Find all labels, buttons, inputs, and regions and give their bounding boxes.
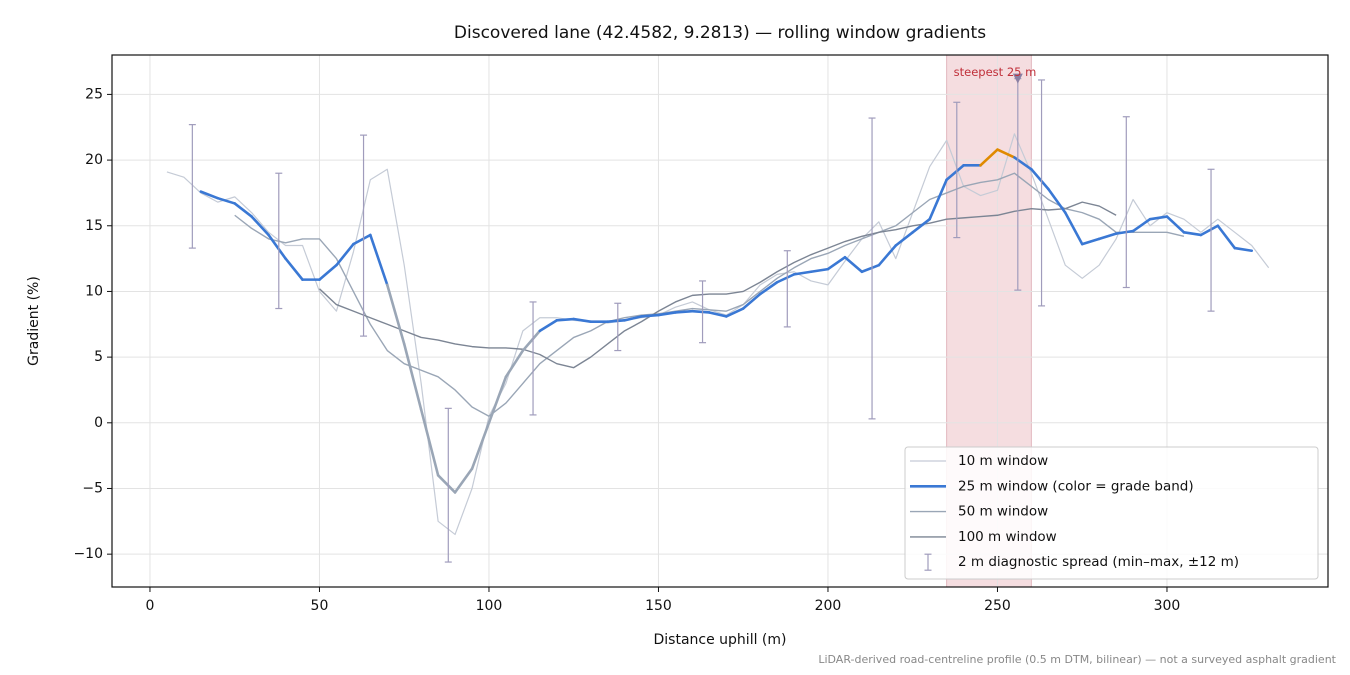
annotation: steepest 25 m [954,65,1037,79]
line-segment [521,329,542,352]
line-segment [843,255,864,274]
legend-label: 10 m window [958,453,1048,469]
line-segment [877,244,898,267]
line-segment [657,311,677,317]
line-segment [1182,231,1203,237]
steepest-marker [1012,73,1023,84]
legend-label: 100 m window [958,529,1057,545]
line-segment [487,375,508,425]
line-segment [1047,187,1067,214]
y-tick-label: 0 [94,415,103,431]
y-tick-label: 5 [94,349,103,365]
line-segment [640,313,660,318]
line-segment [199,190,220,200]
line-segment [1216,224,1237,250]
line-segment [1063,211,1084,246]
plot-frame [111,54,1329,588]
x-axis-label: Distance uphill (m) [654,632,787,648]
line-segment [758,280,779,296]
line-segment [1030,167,1050,191]
line-segment [1233,246,1254,253]
line-segment [911,217,931,234]
line-segment [504,349,525,379]
line-segment [470,421,491,471]
footnote: LiDAR-derived road-centreline profile (0… [818,653,1336,666]
line-segment [233,202,253,218]
line [318,201,1117,369]
line-segment [453,467,474,494]
line-segment [1165,215,1186,234]
y-tick-label: −5 [82,480,103,496]
line-segment [436,474,457,494]
y-tick-label: 20 [85,152,103,168]
line-segment [741,292,762,310]
line-segment [1097,232,1118,241]
x-tick-label: 300 [1154,598,1181,614]
line-segment [572,317,592,323]
line-segment [826,255,847,271]
y-tick-label: 15 [85,218,103,234]
x-tick-label: 200 [815,598,842,614]
chart-title: Discovered lane (42.4582, 9.2813) — roll… [454,23,986,43]
x-tick-label: 50 [311,598,329,614]
line-segment [267,233,287,260]
y-tick-label: 25 [85,86,103,102]
line-segment [775,273,796,284]
line-segment [1148,215,1169,221]
line-segment [928,178,948,221]
line-segment [419,408,440,477]
line-segment [979,148,999,167]
line-segment [1114,229,1135,235]
line [234,172,1185,417]
legend-label: 2 m diagnostic spread (min–max, ±12 m) [958,554,1239,570]
line-segment [894,231,915,247]
line-segment [606,319,626,323]
line-segment [352,233,372,246]
line-segment [402,342,423,411]
line-segment [1080,237,1101,246]
line-segment [284,257,304,281]
line-segment [318,263,338,281]
line-segment [945,164,965,182]
line-segment [708,311,728,318]
x-tick-label: 0 [146,598,155,614]
line-segment [996,148,1016,159]
y-axis-label: Gradient (%) [26,276,42,366]
line-segment [792,270,813,276]
line-segment [691,309,711,314]
line-segment [809,267,830,274]
legend-box [904,446,1319,580]
line-segment [385,283,406,346]
x-tick-label: 150 [645,598,672,614]
line-segment [674,309,694,314]
line-segment [1199,224,1220,237]
legend-label: 25 m window (color = grade band) [958,478,1194,494]
y-tick-label: −10 [73,546,103,562]
x-tick-label: 100 [476,598,503,614]
line-segment [250,215,270,237]
line [166,133,1270,536]
line-segment [369,233,389,287]
line-segment [623,315,643,322]
line-segment [1131,217,1152,233]
line-segment [538,319,559,333]
line-segment [860,263,881,274]
line-segment [335,242,355,267]
legend-label: 50 m window [958,504,1048,520]
y-tick-label: 10 [85,283,103,299]
x-tick-label: 250 [984,598,1011,614]
line-segment [555,317,576,322]
line-segment [216,196,237,205]
line-segment [724,307,745,318]
